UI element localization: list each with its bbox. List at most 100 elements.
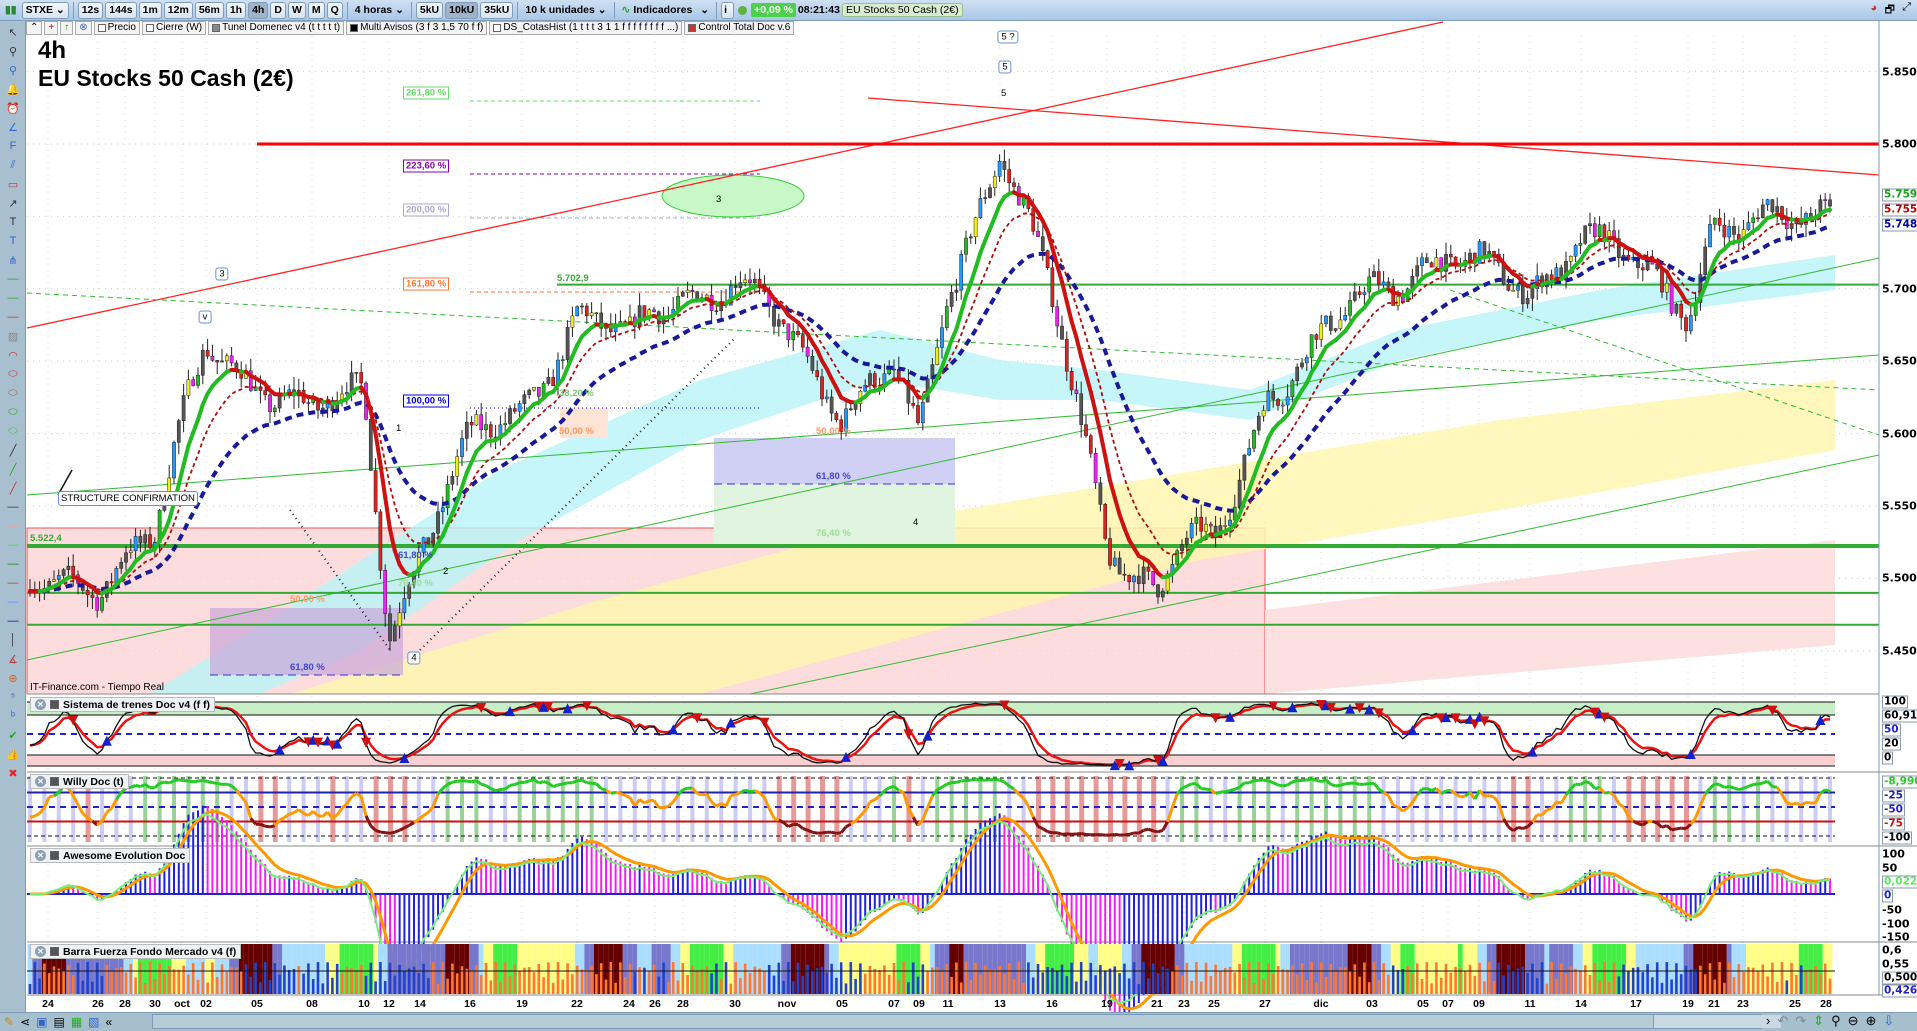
window-icon[interactable]: ◕: [1870, 2, 1877, 14]
wave-label[interactable]: 5 ?: [997, 30, 1019, 44]
units-select[interactable]: 10 k unidades ⌄: [525, 4, 607, 16]
restore-button[interactable]: 🗗: [1884, 4, 1895, 16]
timeframe-button-144s[interactable]: 144s: [105, 1, 137, 19]
indicator-chip[interactable]: Precio: [93, 21, 140, 35]
indicator-chip[interactable]: Cierre (W): [141, 21, 207, 35]
close-panel-icon[interactable]: ✕: [35, 850, 46, 861]
unit-button-5kU[interactable]: 5kU: [415, 1, 444, 19]
symbol-select[interactable]: STXE ⌄: [21, 1, 69, 19]
close-panel-icon[interactable]: ✕: [35, 699, 46, 710]
table-icon[interactable]: ▦: [70, 1015, 83, 1029]
ellipse-icon[interactable]: ⬭: [8, 386, 18, 399]
structure-note[interactable]: STRUCTURE CONFIRMATION: [58, 491, 198, 506]
timeframe-button-1h[interactable]: 1h: [225, 1, 247, 19]
indicators-button[interactable]: ∿ Indicadores: [619, 2, 696, 19]
timeframe-button-D[interactable]: D: [270, 1, 286, 19]
period-select[interactable]: 4 horas ⌄: [354, 4, 404, 16]
arrow-icon[interactable]: ↗: [8, 197, 18, 210]
close-panel-icon[interactable]: ✕: [35, 776, 46, 787]
indicator-checkbox[interactable]: [145, 24, 154, 32]
autoscale-icon[interactable]: ⇕: [1813, 1013, 1825, 1028]
indicators-dropdown[interactable]: ⌄: [700, 4, 710, 16]
panel-color-icon[interactable]: [50, 777, 59, 786]
indicator-checkbox[interactable]: [212, 24, 221, 32]
text-icon[interactable]: T: [9, 216, 17, 228]
undo-icon[interactable]: ↶: [1777, 1013, 1789, 1028]
ellipse-icon[interactable]: ⬭: [8, 367, 18, 380]
panel-color-icon[interactable]: [50, 700, 59, 709]
text-box-icon[interactable]: T: [9, 235, 17, 247]
remove-indicator-icon[interactable]: ⊗: [75, 21, 92, 35]
thumb-up-icon[interactable]: 👍: [6, 748, 20, 761]
panel-color-icon[interactable]: [50, 947, 59, 956]
rectangle-icon[interactable]: ▭: [7, 178, 19, 191]
hline-icon[interactable]: —: [7, 615, 19, 627]
timeframe-button-W[interactable]: W: [287, 1, 306, 19]
timeframe-button-12m[interactable]: 12m: [163, 1, 193, 19]
angle-tool-icon[interactable]: ∡: [8, 653, 18, 666]
alarm-icon[interactable]: ⏰: [6, 102, 20, 115]
wave-label[interactable]: v: [198, 310, 212, 324]
scroll-right-icon[interactable]: ›: [1766, 1013, 1771, 1028]
vline-icon[interactable]: │: [9, 634, 17, 646]
settings-icon[interactable]: ⇩: [1883, 1013, 1895, 1028]
zoom-out-icon[interactable]: ⊖: [1847, 1013, 1859, 1028]
delete-icon[interactable]: ✖: [8, 767, 18, 780]
horizontal-scrollbar[interactable]: [152, 1014, 1781, 1029]
info-icon[interactable]: i: [721, 1, 735, 19]
fib-icon[interactable]: F: [9, 140, 17, 152]
hline-icon[interactable]: —: [7, 501, 19, 513]
indicator-up-icon[interactable]: ↑: [60, 21, 74, 35]
share-icon[interactable]: ⋖: [20, 1015, 31, 1029]
zoom-in-icon[interactable]: ⊕: [1865, 1013, 1877, 1028]
angle-icon[interactable]: ∠: [8, 121, 18, 134]
indicator-chip[interactable]: Control Total Doc v.6: [684, 21, 795, 35]
hline-icon[interactable]: —: [7, 539, 19, 551]
scrollbar-thumb[interactable]: [1653, 1015, 1781, 1028]
timeframe-button-M[interactable]: M: [307, 1, 325, 19]
redo-icon[interactable]: ↷: [1795, 1013, 1807, 1028]
add-indicator-icon[interactable]: +: [44, 21, 59, 35]
check-icon[interactable]: ✔: [8, 729, 18, 742]
hline-icon[interactable]: —: [7, 577, 19, 589]
ellipse-icon[interactable]: ⬭: [8, 424, 18, 437]
cycle-icon[interactable]: ◠: [8, 349, 18, 362]
collapse-icon[interactable]: ⌃: [26, 21, 43, 35]
diag-line-icon[interactable]: ╱: [9, 444, 17, 457]
pencil-icon[interactable]: ✎: [4, 1015, 15, 1029]
alert-icon[interactable]: 🔔: [6, 83, 20, 96]
indicator-checkbox[interactable]: [350, 24, 359, 32]
abc-icon[interactable]: ᵇ: [10, 710, 16, 722]
line-icon[interactable]: —: [7, 311, 19, 323]
double-left-icon[interactable]: «: [105, 1015, 113, 1029]
hline-icon[interactable]: —: [7, 520, 19, 532]
ellipse-icon[interactable]: ⬭: [8, 405, 18, 418]
timeframe-button-Q[interactable]: Q: [326, 1, 343, 19]
wave-label[interactable]: 3: [215, 267, 229, 281]
elliott-icon[interactable]: ⁵: [10, 691, 16, 703]
zoom-icon[interactable]: ⚲: [8, 45, 18, 58]
timeframe-button-1m[interactable]: 1m: [138, 1, 162, 19]
indicator-checkbox[interactable]: [97, 24, 106, 32]
indicator-chip[interactable]: Tunel Domenec v4 (t t t t t): [208, 21, 345, 35]
window-list-icon[interactable]: ▧: [88, 1015, 100, 1029]
indicator-checkbox[interactable]: [493, 24, 502, 32]
timeframe-button-56m[interactable]: 56m: [194, 1, 224, 19]
indicator-checkbox[interactable]: [688, 24, 697, 32]
channel-icon[interactable]: ⫽: [10, 158, 16, 171]
ruler-icon[interactable]: ▨: [7, 330, 19, 343]
zoom-area-icon[interactable]: ⚲: [8, 64, 18, 77]
pitchfork-icon[interactable]: ⋔: [8, 254, 18, 267]
wave-label[interactable]: 5: [998, 60, 1012, 74]
indicator-chip[interactable]: Multi Avisos (3 f 3 1,5 70 f f): [346, 21, 488, 35]
target-icon[interactable]: ⊕: [8, 672, 18, 685]
hline-icon[interactable]: —: [7, 596, 19, 608]
indicator-chip[interactable]: DS_CotasHist (1 t t t 3 1 1 f f f f f f …: [489, 21, 683, 35]
chart-type-icon[interactable]: ▮▮: [5, 4, 17, 16]
hline-icon[interactable]: —: [7, 558, 19, 570]
close-button[interactable]: ⤢: [1902, 1, 1911, 13]
line-icon[interactable]: —: [7, 292, 19, 304]
zoom-fit-icon[interactable]: ⚲: [1831, 1013, 1841, 1028]
diag-line-icon[interactable]: ╱: [9, 482, 17, 495]
